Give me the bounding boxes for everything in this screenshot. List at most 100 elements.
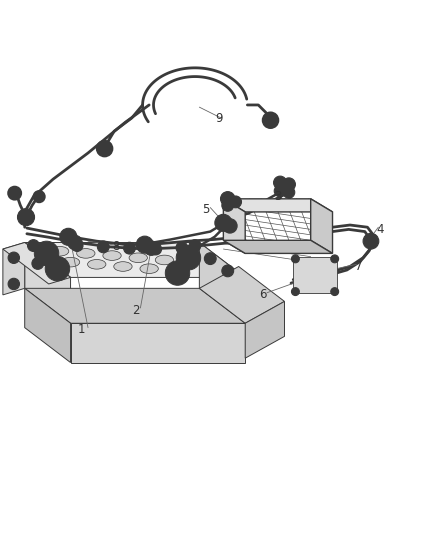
Ellipse shape (61, 257, 80, 267)
Circle shape (60, 228, 77, 245)
Circle shape (150, 243, 162, 255)
Circle shape (71, 240, 83, 252)
Circle shape (170, 265, 185, 281)
Circle shape (139, 239, 150, 251)
Ellipse shape (155, 255, 173, 265)
Polygon shape (199, 266, 285, 323)
Polygon shape (223, 240, 332, 253)
Circle shape (8, 252, 19, 263)
Polygon shape (3, 243, 25, 295)
Circle shape (32, 257, 44, 269)
Circle shape (124, 243, 135, 254)
Polygon shape (311, 199, 332, 253)
Circle shape (205, 253, 216, 264)
Circle shape (136, 236, 153, 253)
Text: 9: 9 (215, 111, 223, 125)
Circle shape (366, 236, 376, 246)
Circle shape (34, 260, 42, 268)
Circle shape (263, 112, 279, 128)
Polygon shape (25, 288, 71, 362)
Polygon shape (25, 243, 245, 277)
Circle shape (178, 244, 186, 252)
Circle shape (189, 240, 201, 252)
Polygon shape (71, 323, 245, 362)
Circle shape (230, 196, 241, 208)
Circle shape (268, 117, 273, 123)
Polygon shape (25, 243, 71, 323)
Circle shape (70, 238, 80, 247)
Polygon shape (223, 199, 332, 212)
Circle shape (274, 176, 287, 189)
Circle shape (176, 242, 188, 254)
Polygon shape (25, 288, 245, 323)
Circle shape (152, 245, 159, 253)
Polygon shape (199, 243, 245, 323)
Circle shape (12, 191, 17, 196)
Circle shape (97, 241, 109, 253)
Circle shape (165, 261, 190, 285)
Circle shape (291, 255, 299, 263)
Circle shape (18, 208, 35, 225)
Ellipse shape (50, 246, 69, 256)
Circle shape (176, 246, 201, 270)
Circle shape (283, 178, 295, 191)
Circle shape (215, 214, 232, 231)
Ellipse shape (103, 251, 121, 261)
Circle shape (37, 195, 41, 199)
Circle shape (180, 250, 196, 265)
Circle shape (285, 188, 293, 196)
Circle shape (20, 212, 32, 223)
Circle shape (363, 233, 379, 249)
Polygon shape (295, 259, 335, 292)
Ellipse shape (88, 260, 106, 269)
Circle shape (33, 191, 45, 203)
Circle shape (8, 278, 19, 289)
Circle shape (102, 146, 108, 151)
Text: 8: 8 (113, 240, 120, 253)
Ellipse shape (140, 264, 158, 273)
Circle shape (191, 241, 199, 249)
Text: 4: 4 (377, 223, 384, 236)
Ellipse shape (77, 248, 95, 258)
Polygon shape (223, 199, 245, 253)
Circle shape (285, 180, 293, 189)
Circle shape (224, 267, 232, 275)
Circle shape (99, 243, 107, 251)
Circle shape (218, 217, 229, 229)
Text: 7: 7 (355, 260, 363, 273)
Circle shape (225, 221, 235, 231)
Circle shape (283, 187, 295, 198)
Polygon shape (245, 302, 285, 358)
Circle shape (223, 219, 237, 233)
Circle shape (126, 244, 134, 252)
Circle shape (224, 201, 232, 209)
Text: 5: 5 (202, 203, 210, 216)
Circle shape (147, 244, 156, 253)
Polygon shape (293, 257, 337, 293)
Circle shape (223, 194, 233, 204)
Circle shape (222, 265, 233, 277)
Ellipse shape (166, 266, 184, 276)
Circle shape (331, 255, 339, 263)
Circle shape (276, 187, 284, 195)
Circle shape (222, 199, 233, 211)
Circle shape (220, 192, 235, 206)
Circle shape (97, 141, 113, 157)
Ellipse shape (114, 262, 132, 271)
Circle shape (232, 198, 240, 206)
Circle shape (39, 246, 54, 261)
Circle shape (29, 241, 37, 249)
Circle shape (34, 241, 59, 265)
Circle shape (8, 187, 21, 200)
Circle shape (274, 185, 286, 197)
Circle shape (73, 241, 81, 249)
Circle shape (331, 288, 339, 295)
Circle shape (45, 256, 70, 281)
Text: 3: 3 (274, 190, 282, 203)
Circle shape (63, 231, 74, 243)
Text: 2: 2 (132, 304, 140, 317)
Polygon shape (3, 243, 71, 284)
Circle shape (276, 179, 285, 187)
Circle shape (206, 255, 214, 263)
Circle shape (28, 240, 39, 252)
